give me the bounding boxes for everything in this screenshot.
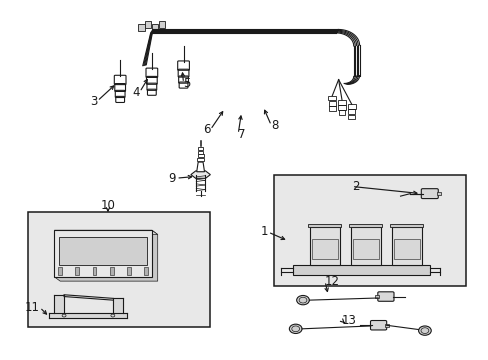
Bar [385,324,388,327]
Text: 11: 11 [25,301,40,314]
Polygon shape [196,162,204,172]
Polygon shape [190,171,210,178]
Text: 13: 13 [341,314,356,327]
Bar [158,21,164,28]
Bar [198,150,203,154]
Circle shape [296,296,309,305]
Bar [54,230,152,277]
FancyBboxPatch shape [377,292,393,301]
Bar [126,267,130,275]
Bar [328,101,335,105]
Text: 12: 12 [325,275,339,288]
Bar [436,192,440,195]
Bar [352,239,378,259]
Bar [348,224,381,228]
Bar [338,105,345,110]
Bar [311,239,337,259]
FancyBboxPatch shape [421,189,437,199]
Bar [293,265,429,275]
Bar [144,267,148,275]
Bar [347,114,354,119]
Circle shape [418,326,430,335]
Text: 10: 10 [101,199,115,212]
Bar [328,96,335,100]
Bar [75,267,79,275]
Bar [391,228,421,265]
Bar [338,110,345,115]
Text: 8: 8 [271,119,278,132]
Bar [58,267,62,275]
Bar [347,109,355,114]
Text: 1: 1 [260,225,267,238]
Text: 2: 2 [351,180,359,193]
Text: 3: 3 [90,95,97,108]
Bar [273,175,466,286]
Bar [337,100,345,105]
Bar [197,154,203,157]
Circle shape [289,324,302,333]
Bar [109,267,113,275]
Bar [347,104,355,109]
Text: 5: 5 [183,77,190,90]
Bar [92,267,96,275]
FancyBboxPatch shape [370,320,386,330]
Bar [374,295,379,298]
Polygon shape [54,230,158,281]
Bar [138,24,144,31]
Text: 9: 9 [168,172,176,185]
Bar [328,106,335,111]
Bar [389,224,422,228]
Bar [59,237,147,265]
Bar [27,212,210,327]
Bar [309,228,339,265]
Bar [152,24,158,31]
Text: 7: 7 [238,127,245,141]
Bar [145,21,151,28]
Text: 4: 4 [132,86,140,99]
Polygon shape [54,230,158,234]
Bar [307,224,341,228]
Bar [393,239,419,259]
Text: 6: 6 [203,123,210,136]
Bar [198,147,203,150]
Bar [197,158,203,161]
Bar [350,228,380,265]
